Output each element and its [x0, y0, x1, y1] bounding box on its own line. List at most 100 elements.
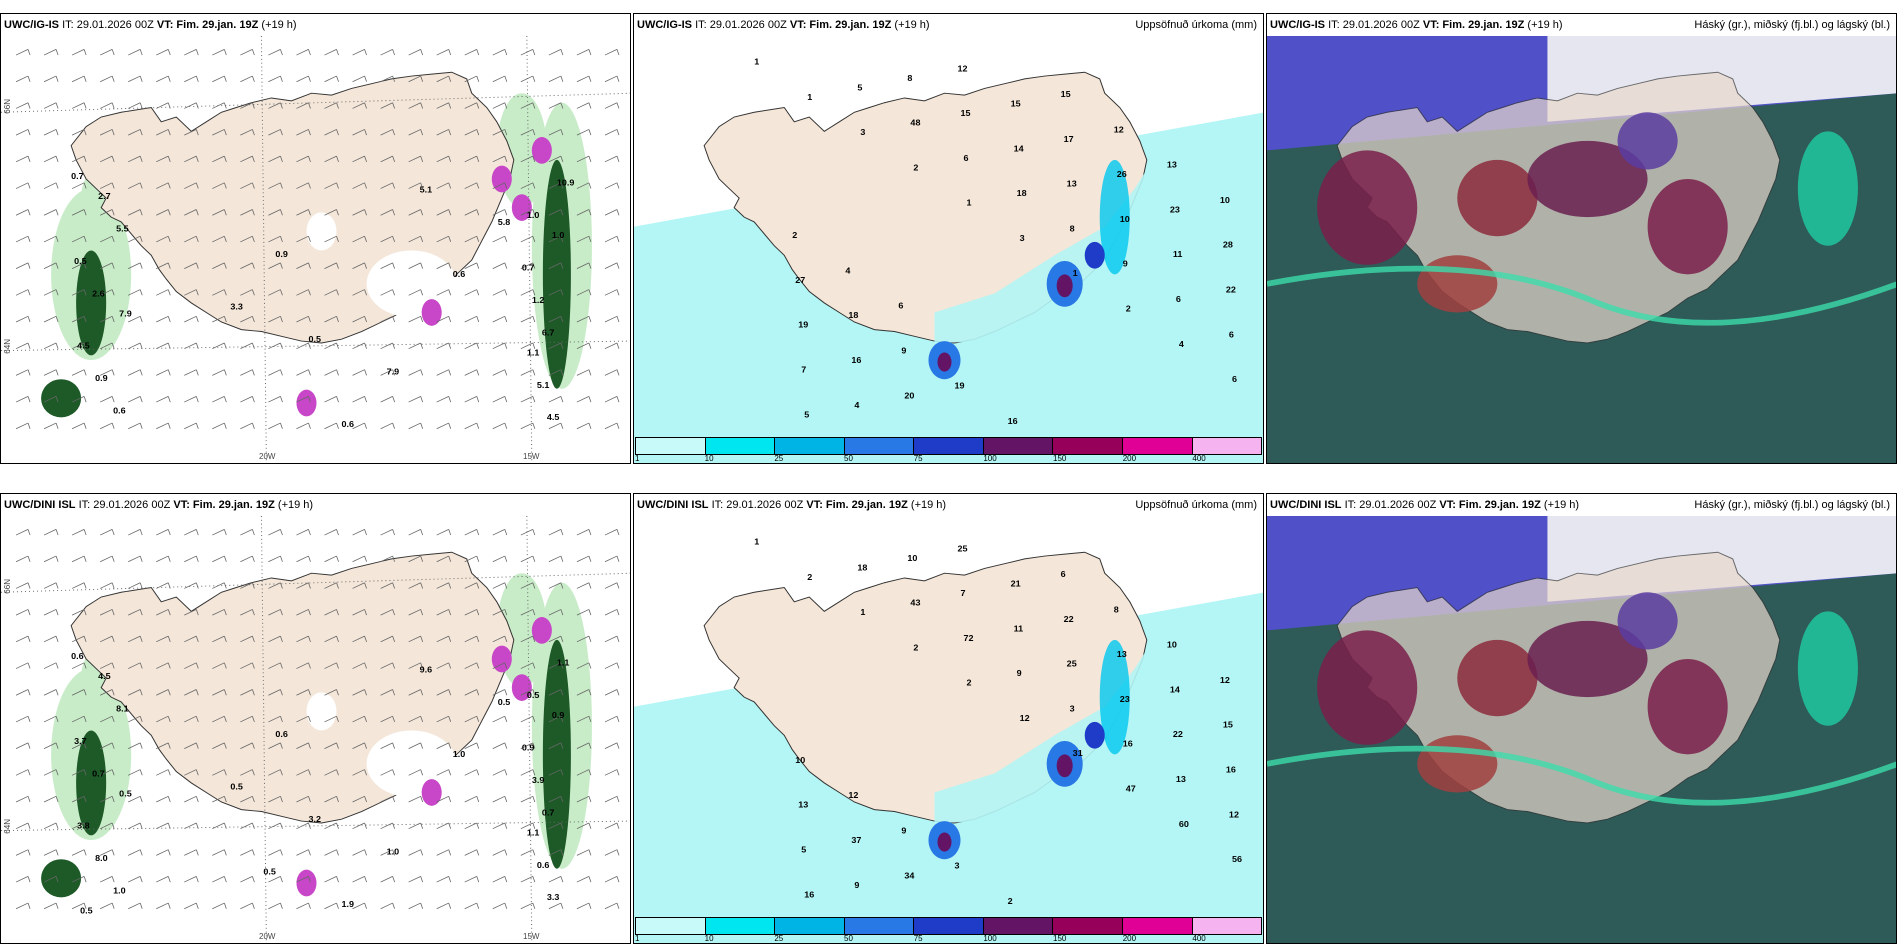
value-label: 16 — [1123, 739, 1133, 749]
value-label: 6 — [1232, 374, 1237, 384]
value-label: 12 — [848, 790, 858, 800]
lead-text: (+19 h) — [261, 19, 297, 31]
value-label: 3.7 — [74, 736, 87, 746]
value-label: 2 — [1008, 896, 1013, 906]
model-text: UWC/DINI ISL — [1270, 499, 1342, 511]
legend-swatch — [1053, 918, 1123, 934]
value-label: 4 — [845, 266, 850, 276]
legend-tick: 10 — [704, 454, 714, 463]
value-label: 1.0 — [552, 230, 565, 240]
value-label: 15 — [1061, 89, 1071, 99]
value-label: 0.6 — [71, 651, 84, 661]
value-label: 7 — [961, 588, 966, 598]
value-label: 12 — [1229, 809, 1239, 819]
legend-swatch — [914, 438, 984, 454]
legend-tick: 200 — [1122, 454, 1137, 463]
value-label: 16 — [851, 355, 861, 365]
value-label: 2 — [792, 230, 797, 240]
value-label: 10 — [1120, 214, 1130, 224]
lead-text: (+19 h) — [910, 499, 947, 511]
value-label: 10 — [907, 553, 917, 563]
it-text: IT: 29.01.2026 00Z — [1344, 499, 1437, 511]
legend-swatch — [636, 438, 706, 454]
value-label: 16 — [1226, 765, 1236, 775]
value-label: 6 — [898, 301, 903, 311]
value-label: 3.3 — [547, 892, 560, 902]
value-label: 23 — [1170, 205, 1180, 215]
value-label: 2 — [913, 643, 918, 653]
legend-swatch — [983, 438, 1054, 454]
value-label: 18 — [848, 310, 858, 320]
dini-precip-panel: UWC/DINI ISL IT: 29.01.2026 00Z VT: Fim.… — [633, 493, 1264, 944]
value-label: 1 — [967, 198, 972, 208]
value-label: 1 — [860, 607, 865, 617]
value-label: 9 — [854, 880, 859, 890]
legend-swatch — [844, 918, 915, 934]
lat-66-label: 66N — [3, 579, 12, 594]
it-text: IT: 29.01.2026 00Z — [1328, 19, 1420, 31]
value-label: 13 — [1067, 179, 1077, 189]
legend-tick: 150 — [1053, 454, 1067, 463]
value-label: 8 — [907, 73, 912, 83]
value-label: 15 — [961, 108, 971, 118]
value-label: 8 — [1114, 604, 1119, 614]
panel-header: UWC/DINI ISL IT: 29.01.2026 00Z VT: Fim.… — [634, 494, 1263, 516]
value-label: 4 — [1179, 339, 1184, 349]
value-label: 5.1 — [537, 380, 550, 390]
value-label: 0.6 — [275, 729, 288, 739]
dini-wind-panel: UWC/DINI ISL IT: 29.01.2026 00Z VT: Fim.… — [0, 493, 631, 944]
legend-swatch — [705, 438, 776, 454]
value-label: 0.9 — [522, 743, 535, 753]
vt-text: VT: Fim. 29.jan. 19Z — [806, 499, 908, 511]
legend-tick: 25 — [774, 454, 784, 463]
legend-tick: 50 — [844, 934, 853, 943]
value-label: 8.1 — [116, 704, 129, 714]
value-label: 56 — [1232, 854, 1242, 864]
legend-tick: 1 — [635, 934, 640, 943]
product-text: Háský (gr.), miðský (fj.bl.) og lágský (… — [1694, 19, 1890, 31]
value-label: 1.1 — [527, 828, 540, 838]
value-label: 1 — [807, 92, 812, 102]
value-label: 2 — [807, 572, 812, 582]
value-label: 11 — [1014, 624, 1024, 634]
value-label: 21 — [1011, 579, 1021, 589]
value-label: 0.5 — [263, 867, 276, 877]
value-label: 7.9 — [119, 308, 132, 318]
value-label: 47 — [1126, 784, 1136, 794]
value-label: 0.5 — [230, 782, 243, 792]
ig-precip-panel: UWC/IG-IS IT: 29.01.2026 00Z VT: Fim. 29… — [633, 13, 1264, 464]
it-text: IT: 29.01.2026 00Z — [78, 499, 171, 511]
value-label: 14 — [1170, 685, 1180, 695]
lon-20-label: 20W — [259, 932, 276, 941]
value-label: 2 — [1126, 304, 1131, 314]
value-label: 25 — [1067, 659, 1077, 669]
value-label: 12 — [1114, 124, 1124, 134]
it-text: IT: 29.01.2026 00Z — [695, 19, 787, 31]
value-labels: 0.7 1.0 0.9 2.6 6.7 7.9 0.6 10.9 5.8 0.5 1.2 0.5 0.9… — [71, 171, 574, 429]
value-label: 11 — [1173, 249, 1183, 259]
lat-66-label: 66N — [3, 99, 12, 114]
value-label: 0.5 — [74, 256, 87, 266]
value-label: 34 — [904, 870, 914, 880]
vt-text: VT: Fim. 29.jan. 19Z — [156, 19, 259, 31]
cloud-map — [1267, 36, 1896, 463]
legend-swatch — [1122, 918, 1193, 934]
legend-swatch — [775, 918, 845, 934]
product-text: Háský (gr.), miðský (fj.bl.) og lágský (… — [1694, 499, 1890, 511]
lat-64-label: 64N — [3, 339, 12, 354]
value-label: 0.6 — [537, 860, 550, 870]
value-label: 18 — [857, 563, 867, 573]
legend-tick: 25 — [774, 934, 784, 943]
value-label: 0.5 — [527, 690, 540, 700]
value-label: 43 — [910, 598, 920, 608]
value-label: 22 — [1226, 285, 1236, 295]
legend-tick: 50 — [844, 454, 853, 463]
lon-15-label: 15W — [523, 932, 540, 941]
it-text: IT: 29.01.2026 00Z — [62, 19, 154, 31]
legend-tick: 1 — [635, 454, 640, 463]
value-label: 0.9 — [275, 249, 288, 259]
value-label: 15 — [1011, 99, 1021, 109]
value-label: 5.1 — [420, 185, 433, 195]
value-label: 16 — [804, 890, 814, 900]
value-label: 0.6 — [453, 269, 466, 279]
